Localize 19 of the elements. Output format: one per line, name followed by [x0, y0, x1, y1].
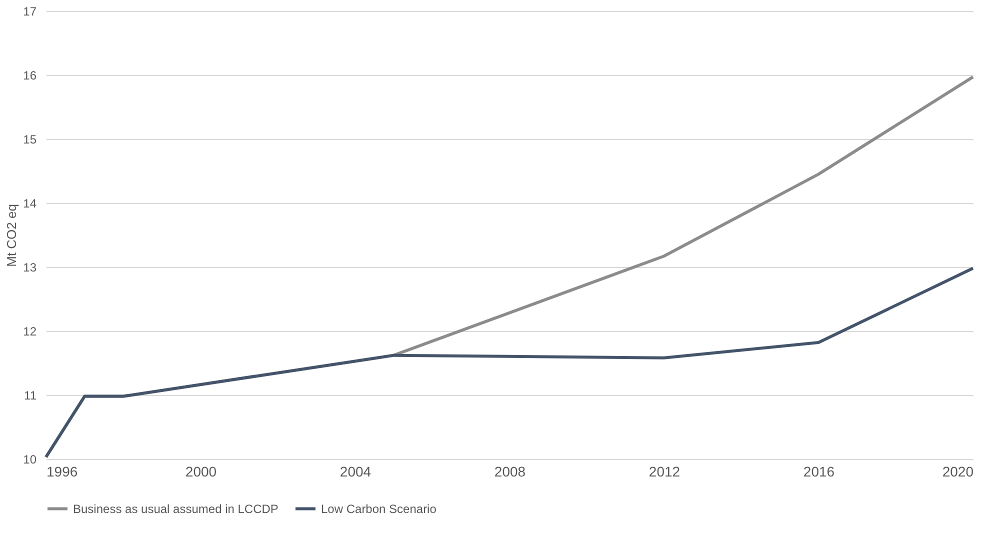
y-tick-label: 11 [24, 388, 37, 402]
x-tick-label: 2020 [942, 464, 974, 480]
x-tick-label: 2000 [185, 464, 217, 480]
x-tick-label: 2012 [648, 464, 680, 480]
x-tick-label: 2016 [803, 464, 835, 480]
line-series [44, 266, 974, 459]
y-axis-title: Mt CO2 eq [4, 204, 20, 267]
legend-label: Business as usual assumed in LCCDP [73, 502, 278, 516]
x-tick-label: 2008 [494, 464, 526, 480]
y-tick-label: 10 [23, 452, 37, 466]
y-tick-label: 15 [23, 132, 37, 146]
y-tick-label: 16 [23, 68, 37, 82]
y-tick-label: 14 [23, 196, 37, 210]
y-tick-label: 12 [23, 324, 37, 338]
legend-label: Low Carbon Scenario [321, 502, 437, 516]
y-tick-label: 17 [23, 4, 37, 18]
x-tick-label: 2004 [340, 464, 372, 480]
x-tick-label: 1996 [46, 464, 78, 480]
y-tick-label: 13 [23, 260, 37, 274]
